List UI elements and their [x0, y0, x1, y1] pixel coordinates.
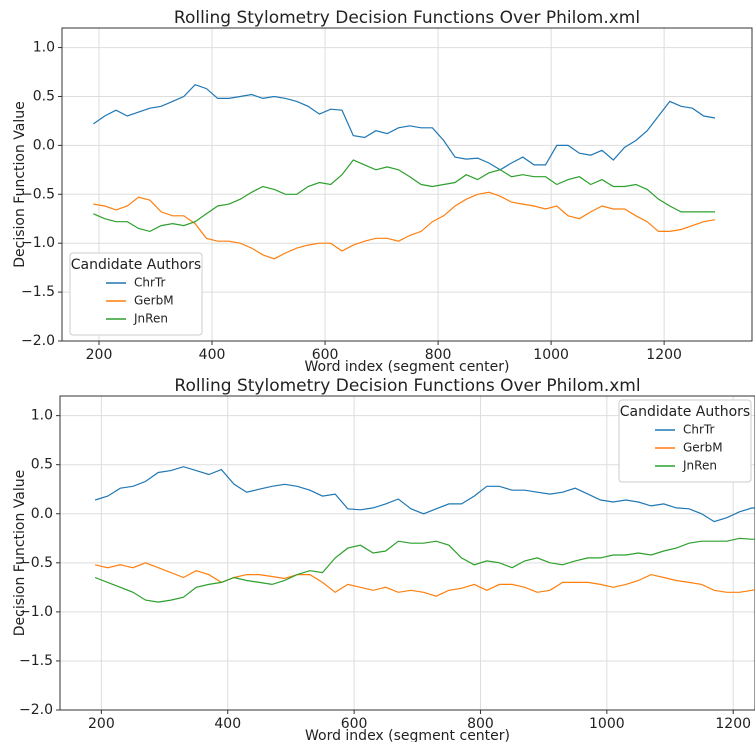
y-tick-label: −0.5 — [19, 555, 53, 571]
y-axis-label: Decision Function Value — [12, 101, 28, 268]
axes: Rolling Stylometry Decision Functions Ov… — [12, 8, 753, 375]
chart-title: Rolling Stylometry Decision Functions Ov… — [174, 376, 640, 396]
x-axis-label: Word index (segment center) — [304, 359, 509, 375]
x-tick-label: 1000 — [533, 347, 569, 363]
x-tick-label: 600 — [341, 716, 368, 732]
legend-label: ChrTr — [683, 423, 714, 437]
series-line — [94, 537, 755, 603]
y-axis-label: Decision Function Value — [12, 470, 28, 637]
y-tick-label: −2.0 — [19, 702, 53, 718]
plot-frame — [61, 27, 753, 342]
y-tick-label: −1.0 — [21, 235, 55, 251]
x-axis-label: Word index (segment center) — [305, 728, 510, 742]
legend: Candidate Authors ChrTr GerbM JnRen — [69, 252, 203, 336]
y-tick-label: −1.5 — [19, 653, 53, 669]
legend-box — [69, 252, 203, 336]
y-tick-label: −2.0 — [21, 333, 55, 349]
legend-label: JnRen — [133, 312, 168, 326]
x-tick-label: 1000 — [589, 716, 625, 732]
y-tick-label: 1.0 — [31, 408, 53, 424]
x-tick-label: 400 — [214, 716, 241, 732]
x-tick-label: 800 — [425, 347, 452, 363]
legend-title: Candidate Authors — [620, 404, 750, 420]
legend-label: ChrTr — [134, 276, 165, 290]
x-tick-label: 400 — [199, 347, 226, 363]
plot-frame — [59, 395, 755, 711]
x-tick-label: 800 — [467, 716, 494, 732]
legend-label: GerbM — [134, 294, 174, 308]
x-tick-label: 1200 — [715, 716, 751, 732]
y-tick-label: 0.0 — [33, 137, 55, 153]
y-tick-label: 0.5 — [31, 457, 53, 473]
legend: Candidate Authors ChrTr GerbM JnRen — [618, 399, 752, 483]
series-line — [93, 191, 716, 260]
y-tick-label: −1.5 — [21, 284, 55, 300]
y-tick-label: 0.5 — [33, 88, 55, 104]
x-tick-label: 1200 — [646, 347, 682, 363]
y-tick-label: −0.5 — [21, 186, 55, 202]
series-line — [94, 562, 755, 597]
legend-label: JnRen — [682, 459, 717, 473]
x-tick-label: 600 — [312, 347, 339, 363]
series-line — [93, 159, 715, 233]
y-tick-label: −1.0 — [19, 604, 53, 620]
y-tick-label: 0.0 — [31, 506, 53, 522]
series-line — [93, 84, 716, 171]
axes: Rolling Stylometry Decision Functions Ov… — [12, 376, 755, 742]
legend-label: GerbM — [683, 441, 723, 455]
x-tick-label: 200 — [88, 716, 115, 732]
legend-title: Candidate Authors — [71, 257, 201, 273]
legend-box — [618, 399, 752, 483]
x-tick-label: 200 — [86, 347, 113, 363]
chart-title: Rolling Stylometry Decision Functions Ov… — [174, 8, 640, 28]
series-line — [94, 466, 755, 523]
y-tick-label: 1.0 — [33, 40, 55, 56]
